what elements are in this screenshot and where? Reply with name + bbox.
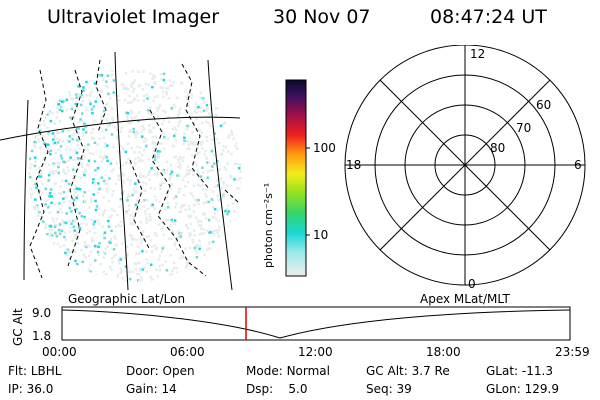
orbit-plot-frame bbox=[61, 306, 571, 341]
orbit-y-title: GC Alt bbox=[11, 308, 25, 346]
orbit-altitude-curve bbox=[61, 309, 571, 339]
mlt-label-6: 6 bbox=[574, 158, 582, 172]
lat-label-60: 60 bbox=[536, 98, 551, 112]
info-seq: Seq: 39 bbox=[366, 382, 412, 396]
coastlines bbox=[29, 59, 239, 279]
uv-image-panel bbox=[0, 51, 242, 291]
orbit-x-tick-2359: 23:59 bbox=[555, 345, 590, 359]
orbit-altitude-plot: GC Alt 9.0 1.8 bbox=[11, 306, 571, 346]
info-glat: GLat: -11.3 bbox=[486, 364, 553, 378]
orbit-x-tick-0600: 06:00 bbox=[170, 345, 205, 359]
orbit-x-tick-1200: 12:00 bbox=[298, 345, 333, 359]
mlt-label-12: 12 bbox=[470, 47, 485, 61]
color-bar-unit: photon cm⁻²s⁻¹ bbox=[262, 183, 275, 268]
info-gc-alt: GC Alt: 3.7 Re bbox=[366, 364, 450, 378]
info-mode: Mode: Normal bbox=[246, 364, 330, 378]
date-label: 30 Nov 07 bbox=[273, 6, 371, 28]
app-title: Ultraviolet Imager bbox=[47, 6, 220, 28]
lat-lon-grid bbox=[0, 51, 241, 291]
info-dsp: Dsp: 5.0 bbox=[246, 382, 308, 396]
color-bar: photon cm⁻²s⁻¹ bbox=[262, 79, 310, 277]
orbit-x-tick-0000: 00:00 bbox=[42, 345, 77, 359]
color-bar-tick-100: 100 bbox=[313, 141, 336, 155]
info-ip: IP: 36.0 bbox=[8, 382, 54, 396]
lat-label-80: 80 bbox=[490, 141, 505, 155]
info-gain: Gain: 14 bbox=[126, 382, 177, 396]
time-label: 08:47:24 UT bbox=[430, 6, 547, 28]
info-flt: Flt: LBHL bbox=[8, 364, 62, 378]
orbit-y-tick-high: 9.0 bbox=[32, 306, 51, 320]
orbit-y-tick-low: 1.8 bbox=[32, 329, 51, 343]
orbit-right-label: Apex MLat/MLT bbox=[420, 292, 510, 306]
polar-plot: 12 18 6 0 60 70 80 bbox=[344, 45, 586, 291]
lat-label-70: 70 bbox=[516, 121, 531, 135]
orbit-left-label: Geographic Lat/Lon bbox=[68, 292, 186, 306]
info-door: Door: Open bbox=[126, 364, 195, 378]
orbit-x-tick-1800: 18:00 bbox=[426, 345, 461, 359]
mlt-label-0: 0 bbox=[468, 277, 476, 291]
color-bar-gradient bbox=[285, 79, 307, 277]
info-glon: GLon: 129.9 bbox=[486, 382, 559, 396]
color-bar-tick-10: 10 bbox=[313, 228, 329, 242]
mlt-label-18: 18 bbox=[346, 158, 361, 172]
